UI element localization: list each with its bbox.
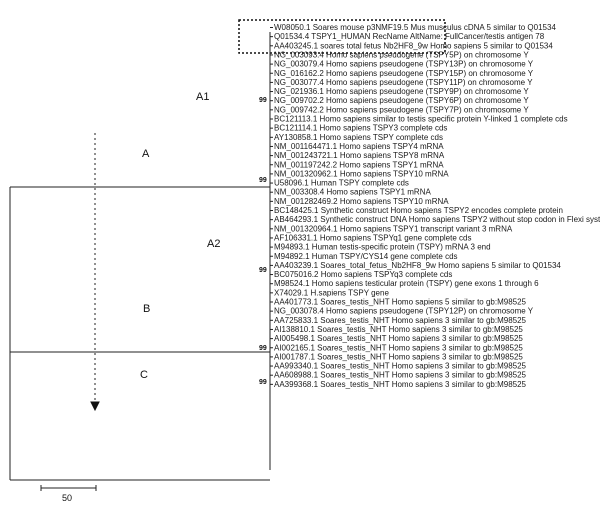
leaf-label: NM_001320964.1 Homo sapiens TSPY1 transc…: [274, 224, 513, 233]
clade-label-c: C: [140, 369, 148, 381]
bootstrap-value: 99: [259, 267, 267, 274]
leaf-label: AA608988.1 Soares_testis_NHT Homo sapien…: [274, 371, 527, 380]
leaf-label: BC121113.1 Homo sapiens similar to testi…: [274, 115, 568, 124]
leaf-label: AI001787.1 Soares_testis_NHT Homo sapien…: [274, 352, 523, 361]
bootstrap-value: 99: [259, 177, 267, 184]
clade-label-b: B: [143, 303, 150, 315]
leaf-label: AA399368.1 Soares_testis_NHT Homo sapien…: [274, 380, 527, 389]
leaf-label: AI138810.1 Soares_testis_NHT Homo sapien…: [274, 325, 523, 334]
leaf-label: AB464293.1 Synthetic construct DNA Homo …: [274, 215, 600, 224]
leaf-label: M94892.1 Human TSPY/CYS14 gene complete …: [274, 252, 458, 261]
highlight-box: [238, 19, 446, 54]
leaf-label: NM_001282469.2 Homo sapiens TSPY10 mRNA: [274, 197, 449, 206]
leaf-label: BC075016.2 Homo sapiens TSPYq3 complete …: [274, 270, 452, 279]
leaf-label: NM_001197242.2 Homo sapiens TSPY1 mRNA: [274, 160, 444, 169]
leaf-label: NM_001164471.1 Homo sapiens TSPY4 mRNA: [274, 142, 444, 151]
leaf-label: AA403245.1 soares total fetus Nb2HF8_9w …: [274, 41, 553, 50]
scale-bar-label: 50: [62, 493, 72, 503]
leaf-label: AI005498.1 Soares_testis_NHT Homo sapien…: [274, 334, 523, 343]
clade-label-a2: A2: [207, 238, 220, 250]
leaf-label: AA401773.1 Soares_testis_NHT Homo sapien…: [274, 298, 527, 307]
leaf-label: AA993340.1 Soares_testis_NHT Homo sapien…: [274, 362, 527, 371]
clade-label-a: A: [142, 148, 150, 160]
leaf-label: Q01534.4 TSPY1_HUMAN RecName AltName: Fu…: [274, 32, 545, 41]
leaf-tick-group: [270, 27, 273, 385]
leaf-label: NG_003093.4 Homo sapiens pseudogene (TSP…: [274, 50, 529, 59]
leaf-label: M94893.1 Human testis-specific protein (…: [274, 243, 491, 252]
leaf-label: U58096.1 Human TSPY complete cds: [274, 179, 409, 188]
leaf-label: NM_003308.4 Homo sapiens TSPY1 mRNA: [274, 188, 431, 197]
direction-arrow-head: [90, 401, 100, 412]
leaf-label: AA725833.1 Soares_testis_NHT Homo sapien…: [274, 316, 527, 325]
leaf-label: NM_001243721.1 Homo sapiens TSPY8 mRNA: [274, 151, 445, 160]
leaf-label: AA403239.1 Soares_total_fetus_Nb2HF8_9w …: [274, 261, 561, 270]
leaf-label: NG_021936.1 Homo sapiens pseudogene (TSP…: [274, 87, 529, 96]
leaf-label: BC121114.1 Homo sapiens TSPY3 complete c…: [274, 124, 447, 133]
leaf-label: BC148425.1 Synthetic construct Homo sapi…: [274, 206, 563, 215]
leaf-label-group: W08050.1 Soares mouse p3NMF19.5 Mus musc…: [274, 23, 600, 389]
leaf-label: NM_001320962.1 Homo sapiens TSPY10 mRNA: [274, 169, 449, 178]
leaf-label: M98524.1 Homo sapiens testicular protein…: [274, 279, 539, 288]
leaf-label: NG_016162.2 Homo sapiens pseudogene (TSP…: [274, 69, 534, 78]
leaf-label: AF106331.1 Homo sapiens TSPYq1 gene comp…: [274, 233, 471, 242]
leaf-label: NG_009742.2 Homo sapiens pseudogene (TSP…: [274, 105, 529, 114]
clade-label-a1: A1: [196, 91, 209, 103]
leaf-label: NG_003077.4 Homo sapiens pseudogene (TSP…: [274, 78, 533, 87]
leaf-label: AI002165.1 Soares_testis_NHT Homo sapien…: [274, 343, 523, 352]
leaf-label: NG_003078.4 Homo sapiens pseudogene (TSP…: [274, 307, 534, 316]
leaf-label: W08050.1 Soares mouse p3NMF19.5 Mus musc…: [274, 23, 556, 32]
leaf-label: NG_003079.4 Homo sapiens pseudogene (TSP…: [274, 60, 534, 69]
bootstrap-value: 99: [259, 345, 267, 352]
bootstrap-value: 99: [259, 379, 267, 386]
leaf-label: NG_009702.2 Homo sapiens pseudogene (TSP…: [274, 96, 529, 105]
bootstrap-value: 99: [259, 97, 267, 104]
leaf-label: X74029.1 H.sapiens TSPY gene: [274, 288, 389, 297]
leaf-label: AY130858.1 Homo sapiens TSPY complete cd…: [274, 133, 443, 142]
